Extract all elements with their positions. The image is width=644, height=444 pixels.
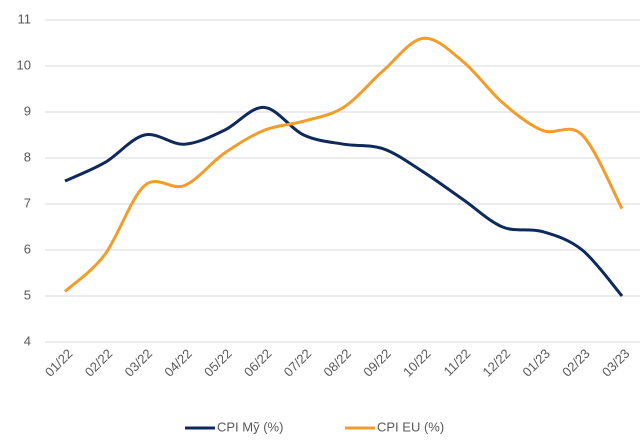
y-tick-label: 11 bbox=[18, 11, 32, 26]
x-tick-label: 11/22 bbox=[440, 346, 473, 379]
y-tick-label: 7 bbox=[24, 195, 31, 210]
x-tick-label: 12/22 bbox=[480, 346, 514, 380]
x-tick-label: 10/22 bbox=[400, 346, 434, 380]
x-tick-label: 07/22 bbox=[281, 346, 315, 380]
series-line bbox=[63, 36, 624, 293]
x-tick-label: 06/22 bbox=[241, 346, 275, 380]
x-tick-label: 05/22 bbox=[201, 346, 235, 380]
y-tick-label: 8 bbox=[24, 149, 31, 164]
x-tick-label: 04/22 bbox=[161, 346, 195, 380]
y-tick-label: 10 bbox=[17, 57, 31, 72]
y-tick-label: 4 bbox=[24, 333, 31, 348]
x-tick-label: 03/23 bbox=[599, 346, 633, 380]
x-tick-label: 03/22 bbox=[122, 346, 156, 380]
x-tick-label: 08/22 bbox=[320, 346, 354, 380]
x-tick-label: 01/22 bbox=[42, 346, 76, 380]
y-tick-label: 9 bbox=[24, 103, 31, 118]
y-tick-label: 5 bbox=[24, 287, 31, 302]
x-tick-label: 01/23 bbox=[519, 346, 553, 380]
x-tick-label: 02/22 bbox=[82, 346, 116, 380]
x-tick-label: 09/22 bbox=[360, 346, 394, 380]
series-line bbox=[64, 105, 624, 297]
legend-label: CPI EU (%) bbox=[377, 419, 444, 434]
x-tick-label: 02/23 bbox=[559, 346, 593, 380]
legend-label: CPI Mỹ (%) bbox=[217, 419, 283, 434]
y-tick-label: 6 bbox=[24, 241, 31, 256]
